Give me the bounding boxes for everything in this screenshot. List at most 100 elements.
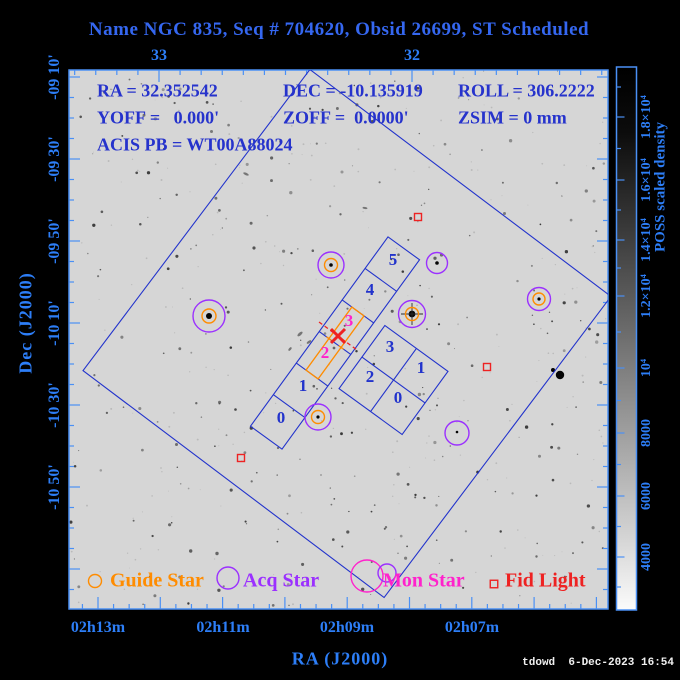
bright-star [316, 415, 320, 419]
noise-speck [477, 169, 479, 171]
background-star [330, 387, 333, 389]
noise-speck [355, 122, 357, 124]
noise-speck [473, 231, 476, 234]
noise-speck [160, 467, 162, 469]
noise-speck [161, 96, 164, 99]
background-star [218, 402, 221, 405]
noise-speck [112, 89, 114, 91]
y-axis-tick-label: -09 50' [46, 218, 63, 264]
background-star [404, 556, 408, 560]
background-star [433, 440, 437, 445]
background-star [288, 163, 290, 165]
noise-speck [501, 195, 503, 197]
x-axis-title: RA (J2000) [291, 648, 389, 669]
background-star [539, 223, 542, 226]
noise-speck [493, 95, 496, 97]
bright-star [455, 430, 459, 434]
background-star [543, 117, 545, 119]
background-star [564, 250, 569, 254]
colorbar-title: POSS scaled density [652, 121, 669, 253]
background-star [396, 472, 400, 476]
background-star [579, 319, 582, 322]
background-star [187, 487, 190, 490]
background-star [443, 142, 447, 146]
background-star [286, 583, 290, 587]
noise-speck [489, 372, 491, 374]
noise-speck [428, 435, 430, 437]
background-star [243, 451, 247, 455]
noise-speck [486, 479, 489, 481]
noise-speck [216, 211, 219, 214]
background-star [156, 421, 159, 423]
background-star [416, 417, 420, 421]
background-star [244, 520, 247, 523]
background-star [161, 88, 165, 92]
colorbar-ticks [616, 86, 625, 588]
background-star [225, 217, 228, 220]
background-star [561, 195, 563, 197]
colorbar-tick-label: 6000 [639, 482, 654, 510]
background-star [343, 279, 346, 281]
noise-speck [367, 227, 369, 229]
background-star [409, 216, 413, 220]
legend-orange-circle [87, 573, 103, 589]
noise-speck [189, 371, 191, 373]
noise-speck [314, 117, 316, 120]
noise-speck [197, 266, 199, 268]
noise-speck [561, 551, 563, 553]
background-star [383, 527, 386, 530]
background-star [422, 387, 424, 389]
noise-speck [136, 169, 139, 172]
noise-speck [107, 160, 110, 162]
background-star [370, 510, 373, 513]
background-star [237, 137, 240, 139]
background-star [212, 103, 214, 105]
background-star [289, 191, 293, 195]
acis-s-chip-number: 3 [344, 311, 354, 330]
noise-speck [70, 550, 73, 553]
background-star [77, 585, 81, 589]
background-star [588, 327, 591, 331]
noise-speck [109, 116, 111, 118]
fid-light-square [482, 362, 492, 372]
background-star [276, 540, 279, 543]
background-star [450, 558, 454, 562]
acq-star-circle [444, 420, 470, 446]
background-star [584, 189, 588, 193]
background-star [384, 290, 387, 293]
background-star [175, 193, 178, 197]
background-star [79, 115, 82, 119]
noise-speck [131, 158, 134, 160]
noise-speck [309, 179, 312, 181]
noise-speck [205, 366, 207, 369]
noise-speck [393, 484, 395, 486]
background-star [270, 179, 273, 183]
background-star [339, 213, 342, 216]
background-star [311, 294, 313, 296]
background-star [399, 534, 403, 538]
background-star [596, 333, 600, 337]
background-star [333, 497, 336, 500]
background-star [178, 87, 182, 91]
info-text-field: ZSIM = 0 mm [458, 107, 567, 128]
noise-speck [428, 287, 430, 290]
y-axis-tick-label: -10 50' [46, 464, 63, 510]
noise-speck [541, 257, 543, 259]
noise-speck [292, 603, 294, 606]
background-star [99, 469, 103, 472]
noise-speck [310, 154, 313, 157]
background-star [330, 503, 333, 506]
background-star [276, 474, 278, 476]
background-star [266, 214, 269, 217]
bright-star [537, 297, 541, 301]
background-star [334, 397, 337, 400]
instrument-overlays [82, 70, 608, 599]
noise-speck [110, 407, 113, 410]
background-star [503, 212, 506, 215]
noise-speck [172, 411, 175, 414]
noise-speck [440, 119, 443, 122]
colorbar-tick-label: 1.6×10⁴ [639, 158, 654, 202]
noise-speck [547, 352, 550, 355]
background-star [536, 542, 538, 545]
background-star [153, 117, 158, 121]
